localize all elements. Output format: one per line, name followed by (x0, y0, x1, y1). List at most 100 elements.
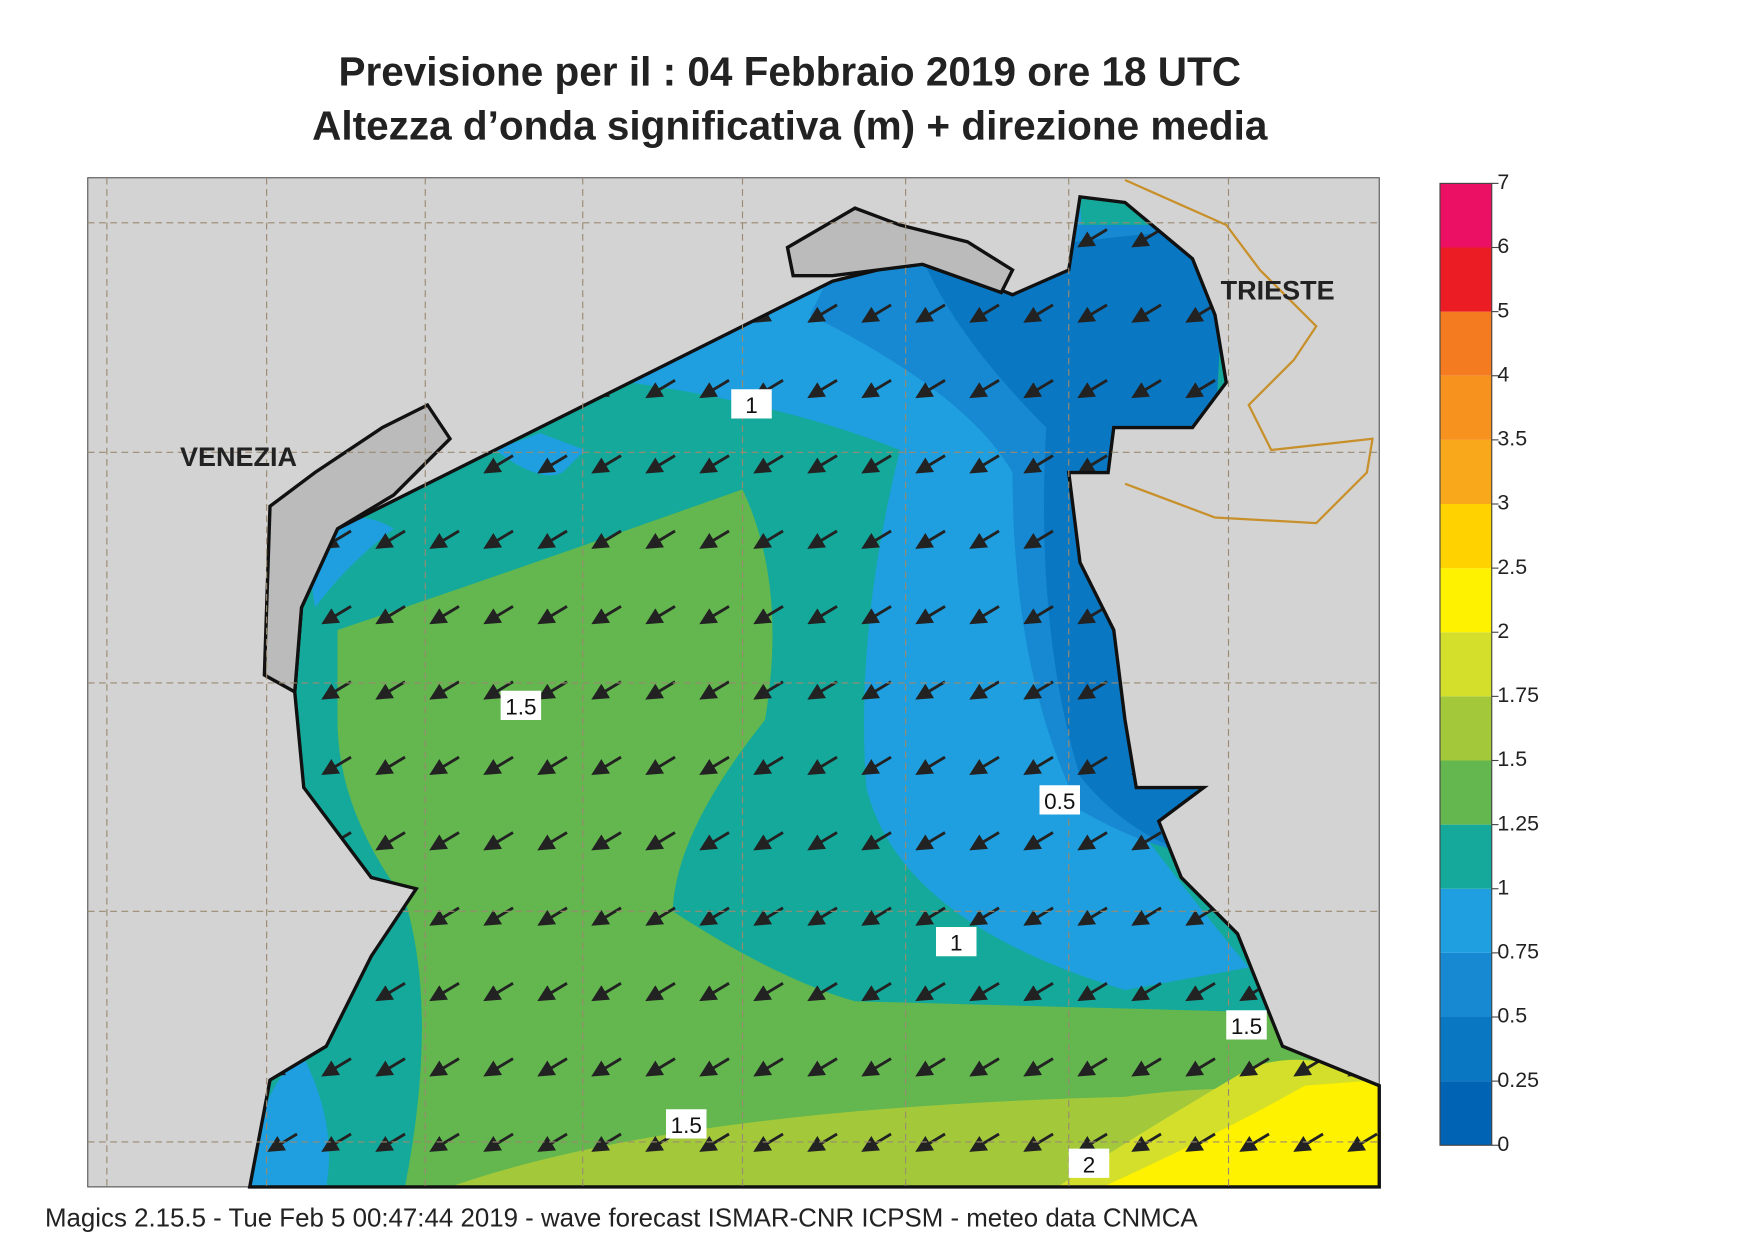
arrow (753, 755, 784, 775)
colorbar-label: 0 (1497, 1132, 1509, 1156)
arrow (969, 529, 1000, 549)
arrow (1131, 1132, 1162, 1152)
title-line-2: Altezza d’onda significativa (m) + direz… (312, 103, 1268, 149)
arrow (645, 755, 676, 775)
arrow (969, 906, 1000, 926)
arrow (915, 454, 946, 474)
arrow (267, 1132, 298, 1152)
arrow (537, 454, 568, 474)
arrow (807, 529, 838, 549)
arrow (321, 1057, 352, 1077)
arrow (1131, 906, 1162, 926)
colorbar-label: 6 (1497, 234, 1509, 258)
contour-label-bg (731, 389, 772, 419)
arrow (807, 906, 838, 926)
arrow (483, 982, 514, 1002)
arrow (753, 1057, 784, 1077)
colorbar-label: 1.75 (1497, 683, 1539, 707)
arrow (753, 680, 784, 700)
arrow (483, 755, 514, 775)
arrow (1185, 982, 1216, 1002)
lagoon-marano (785, 206, 1015, 295)
arrow (861, 529, 892, 549)
arrow (591, 982, 622, 1002)
arrow (699, 906, 730, 926)
band-yellow (1102, 1080, 1380, 1187)
colorbar-band (1440, 311, 1492, 376)
arrow (1131, 303, 1162, 323)
colorbar-band (1440, 247, 1492, 312)
arrow (1023, 303, 1054, 323)
arrow (321, 680, 352, 700)
arrow (699, 680, 730, 700)
arrow (1023, 454, 1054, 474)
arrow (1023, 605, 1054, 625)
colorbar-band (1440, 1017, 1492, 1082)
arrow (537, 605, 568, 625)
arrow (969, 1057, 1000, 1077)
arrow (699, 1132, 730, 1152)
arrow (591, 454, 622, 474)
colorbar-band (1440, 504, 1492, 569)
contour-label: 1 (745, 393, 758, 418)
arrow (483, 1057, 514, 1077)
arrow (753, 982, 784, 1002)
arrow (915, 831, 946, 851)
arrow (483, 605, 514, 625)
arrow (483, 1132, 514, 1152)
arrow (1077, 379, 1108, 399)
colorbar-band (1440, 183, 1492, 248)
arrow (807, 454, 838, 474)
arrow (645, 605, 676, 625)
arrow (645, 454, 676, 474)
contour-label-bg (1068, 1148, 1110, 1178)
arrow (483, 831, 514, 851)
title-line-1: Previsione per il : 04 Febbraio 2019 ore… (338, 49, 1241, 95)
arrow (915, 1057, 946, 1077)
arrow (699, 605, 730, 625)
arrow (807, 1132, 838, 1152)
colorbar: 0 0.25 0.5 0.75 1 1.25 1.5 1.75 2 2.5 3 3.5 4 5 6 7 (1439, 170, 1539, 1156)
colorbar-band (1440, 824, 1492, 889)
arrow (1023, 1057, 1054, 1077)
arrow (915, 755, 946, 775)
arrow (1185, 1057, 1216, 1077)
arrow (321, 1132, 352, 1152)
arrow (429, 605, 460, 625)
contour-label-bg (500, 690, 542, 720)
arrow (861, 680, 892, 700)
arrow (1023, 1132, 1054, 1152)
arrow (483, 529, 514, 549)
arrow (969, 1132, 1000, 1152)
contour-label: 1 (950, 931, 963, 956)
arrow (1131, 1057, 1162, 1077)
contour-label: 0.5 (1044, 789, 1075, 814)
colorbar-label: 0.75 (1497, 940, 1539, 964)
arrow (699, 1057, 730, 1077)
arrow (915, 529, 946, 549)
arrow (591, 605, 622, 625)
arrow (753, 454, 784, 474)
colorbar-band (1440, 1081, 1492, 1146)
arrow (699, 831, 730, 851)
arrow (1293, 1132, 1324, 1152)
arrow (1131, 831, 1162, 851)
arrow (1077, 680, 1108, 700)
arrow (429, 755, 460, 775)
footer: Magics 2.15.5 - Tue Feb 5 00:47:44 2019 … (45, 1204, 1198, 1232)
colorbar-label: 3 (1497, 491, 1509, 515)
arrow (915, 379, 946, 399)
colorbar-label: 2.5 (1497, 555, 1527, 579)
arrow (1023, 831, 1054, 851)
arrow (915, 1132, 946, 1152)
arrow (807, 982, 838, 1002)
city-label: VENEZIA (180, 442, 297, 472)
arrow (807, 379, 838, 399)
arrow (537, 680, 568, 700)
arrow (969, 831, 1000, 851)
arrow (1077, 831, 1108, 851)
arrow (969, 379, 1000, 399)
colorbar-label: 5 (1497, 298, 1509, 322)
arrow (591, 529, 622, 549)
